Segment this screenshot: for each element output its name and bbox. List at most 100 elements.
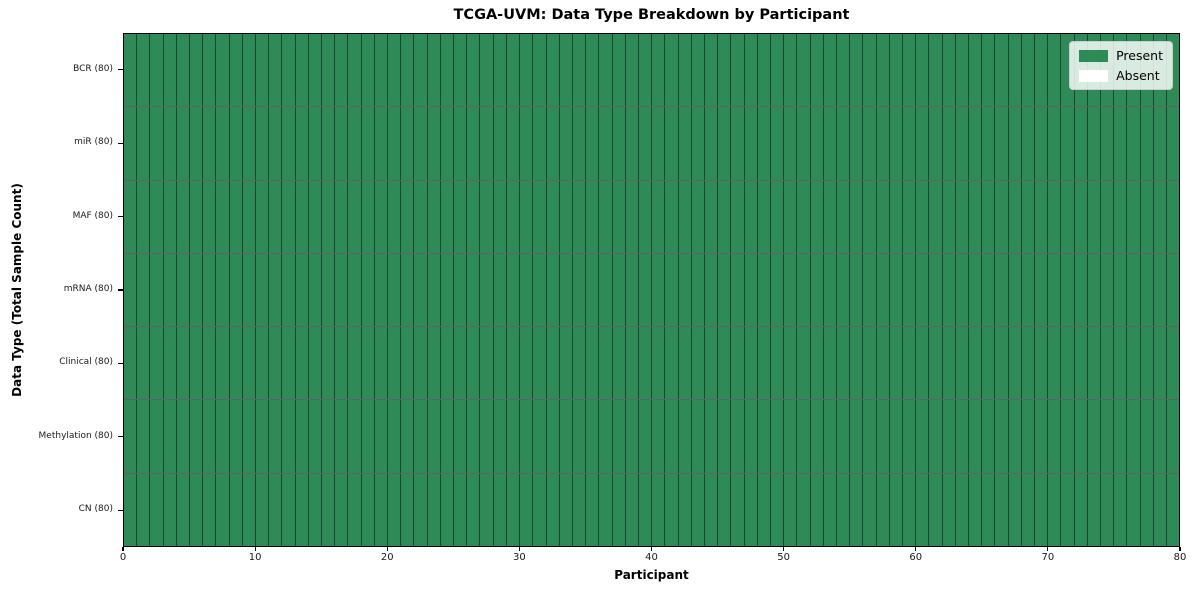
heatmap-cell	[889, 327, 903, 400]
heatmap-cell	[876, 34, 890, 107]
heatmap-cell	[902, 180, 917, 253]
heatmap-cell	[731, 400, 745, 473]
heatmap-cell	[335, 180, 349, 253]
heatmap-cell	[942, 327, 956, 400]
heatmap-cell	[150, 107, 164, 180]
heatmap-cell	[322, 473, 336, 546]
heatmap-cell	[480, 34, 494, 107]
heatmap-cell	[559, 107, 573, 180]
heatmap-cell	[137, 107, 151, 180]
heatmap-cell	[691, 400, 705, 473]
heatmap-cell	[282, 327, 296, 400]
y-tick-mark	[118, 509, 123, 511]
heatmap-cell	[176, 180, 191, 253]
heatmap-cell	[493, 180, 507, 253]
heatmap-cell	[665, 180, 679, 253]
heatmap-cell	[757, 253, 771, 327]
heatmap-cell	[916, 473, 930, 546]
heatmap-cell	[256, 400, 270, 473]
heatmap-cell	[1048, 107, 1062, 180]
heatmap-cell	[348, 327, 362, 400]
heatmap-cell	[361, 327, 375, 400]
x-tick-mark	[254, 547, 256, 551]
heatmap-cell	[427, 253, 441, 327]
heatmap-cell	[440, 473, 455, 546]
heatmap-cell	[1114, 473, 1128, 546]
heatmap-cell	[704, 473, 719, 546]
y-tick-label: miR (80)	[74, 137, 113, 148]
heatmap-cell	[718, 107, 732, 180]
heatmap-cell	[1061, 107, 1075, 180]
heatmap-cell	[520, 253, 534, 327]
heatmap-cell	[361, 107, 375, 180]
heatmap-cell	[295, 473, 309, 546]
heatmap-cell	[652, 107, 666, 180]
heatmap-cell	[731, 327, 745, 400]
heatmap-cell	[599, 253, 613, 327]
heatmap-cell	[1021, 253, 1036, 327]
heatmap-cell	[559, 327, 573, 400]
heatmap-cell	[203, 180, 217, 253]
y-tick-mark	[118, 215, 123, 218]
heatmap-cell	[969, 473, 983, 546]
heatmap-cell	[572, 400, 587, 473]
heatmap-cell	[691, 180, 705, 253]
heatmap-cell	[810, 327, 824, 400]
heatmap-cell	[1035, 473, 1049, 546]
heatmap-cell	[969, 400, 983, 473]
heatmap-cell	[427, 107, 441, 180]
heatmap-cell	[902, 34, 917, 107]
heatmap-cell	[731, 180, 745, 253]
heatmap-cell	[797, 107, 811, 180]
heatmap-cell	[176, 327, 191, 400]
heatmap-cell	[256, 34, 270, 107]
heatmap-cell	[348, 253, 362, 327]
heatmap-cell	[744, 253, 758, 327]
heatmap-cell	[216, 253, 230, 327]
heatmap-cell	[850, 400, 864, 473]
heatmap-cell	[269, 400, 283, 473]
x-tick-mark	[386, 547, 388, 551]
heatmap-cell	[876, 400, 890, 473]
heatmap-cell	[1153, 180, 1168, 253]
heatmap-cell	[335, 327, 349, 400]
heatmap-row-Methylation	[124, 400, 1180, 474]
heatmap-cell	[150, 34, 164, 107]
heatmap-cell	[863, 34, 877, 107]
heatmap-cell	[480, 107, 494, 180]
x-tick-label: 10	[248, 552, 262, 563]
heatmap-cell	[546, 400, 560, 473]
heatmap-cell	[823, 253, 837, 327]
heatmap-cell	[929, 34, 943, 107]
heatmap-cell	[1021, 400, 1036, 473]
heatmap-cell	[203, 473, 217, 546]
plot-area: Present Absent	[123, 33, 1180, 547]
heatmap-cell	[137, 34, 151, 107]
heatmap-cell	[942, 253, 956, 327]
heatmap-cell	[176, 107, 191, 180]
heatmap-cell	[308, 327, 323, 400]
heatmap-cell	[242, 473, 257, 546]
heatmap-cell	[190, 473, 204, 546]
heatmap-cell	[308, 180, 323, 253]
heatmap-cell	[242, 253, 257, 327]
heatmap-cell	[374, 473, 389, 546]
heatmap-cell	[784, 400, 798, 473]
x-tick-mark	[122, 547, 124, 551]
heatmap-cell	[744, 180, 758, 253]
heatmap-cell	[770, 253, 785, 327]
heatmap-cell	[242, 107, 257, 180]
heatmap-cell	[1074, 473, 1088, 546]
heatmap-cell	[744, 400, 758, 473]
heatmap-cell	[1127, 107, 1141, 180]
heatmap-cell	[995, 107, 1009, 180]
heatmap-cell	[638, 180, 653, 253]
heatmap-cell	[282, 180, 296, 253]
heatmap-cell	[348, 107, 362, 180]
heatmap-cell	[308, 34, 323, 107]
heatmap-cell	[150, 327, 164, 400]
heatmap-cell	[889, 473, 903, 546]
heatmap-cell	[374, 327, 389, 400]
heatmap-cell	[625, 34, 639, 107]
heatmap-cell	[559, 180, 573, 253]
